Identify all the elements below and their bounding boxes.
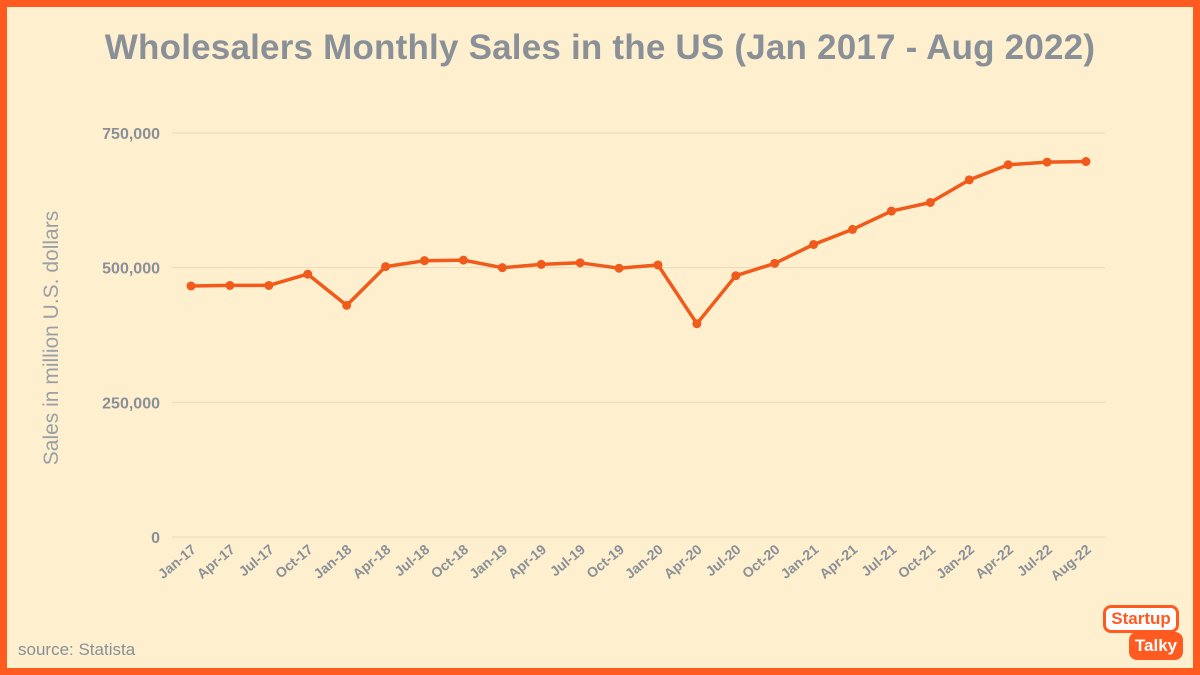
data-point bbox=[225, 280, 235, 290]
logo-word-startup: Startup bbox=[1103, 605, 1179, 633]
data-point bbox=[886, 206, 896, 216]
x-tick-label: Jan-22 bbox=[933, 541, 977, 582]
data-point bbox=[614, 263, 624, 273]
x-tick-label: Oct-21 bbox=[895, 541, 939, 581]
x-tick-label: Jul-21 bbox=[858, 541, 899, 579]
data-point bbox=[964, 175, 974, 185]
y-tick-label: 250,000 bbox=[102, 395, 160, 412]
x-tick-label: Jul-17 bbox=[235, 541, 276, 579]
data-point bbox=[342, 300, 352, 310]
logo-word-talky: Talky bbox=[1129, 632, 1183, 660]
y-tick-label: 750,000 bbox=[102, 126, 160, 143]
x-tick-label: Apr-21 bbox=[816, 541, 860, 582]
data-point bbox=[303, 269, 313, 279]
data-point bbox=[264, 280, 274, 290]
x-tick-label: Oct-20 bbox=[739, 541, 783, 581]
startuptalky-logo: Startup Talky bbox=[1103, 605, 1183, 661]
data-point bbox=[809, 240, 819, 250]
data-point bbox=[536, 259, 546, 269]
x-tick-label: Oct-18 bbox=[428, 541, 472, 581]
x-tick-label: Apr-18 bbox=[349, 541, 393, 582]
source-note: source: Statista bbox=[18, 640, 136, 659]
data-point bbox=[497, 263, 507, 273]
x-tick-label: Jul-18 bbox=[391, 541, 432, 579]
y-tick-label: 0 bbox=[151, 530, 160, 547]
data-point bbox=[731, 271, 741, 281]
x-tick-label: Jul-20 bbox=[702, 541, 743, 579]
x-tick-label: Jan-20 bbox=[622, 541, 666, 582]
data-point bbox=[458, 255, 468, 265]
x-tick-label: Jan-21 bbox=[777, 541, 821, 582]
data-point bbox=[770, 258, 780, 268]
data-point bbox=[186, 281, 196, 291]
x-tick-label: Oct-17 bbox=[272, 541, 316, 581]
y-tick-label: 500,000 bbox=[102, 261, 160, 278]
data-point bbox=[653, 260, 663, 270]
data-point bbox=[575, 258, 585, 268]
series-line bbox=[189, 159, 1088, 326]
x-tick-label: Aug-22 bbox=[1047, 541, 1094, 584]
x-tick-label: Apr-20 bbox=[661, 541, 705, 582]
data-point bbox=[1081, 157, 1091, 167]
x-tick-label: Oct-19 bbox=[583, 541, 627, 581]
chart-frame bbox=[7, 7, 1193, 668]
data-point bbox=[1003, 160, 1013, 170]
data-point bbox=[692, 319, 702, 329]
x-tick-label: Jan-18 bbox=[310, 541, 354, 582]
data-point bbox=[419, 256, 429, 266]
x-tick-label: Apr-17 bbox=[194, 541, 238, 582]
data-point bbox=[1042, 157, 1052, 167]
x-tick-label: Jul-19 bbox=[547, 541, 588, 579]
data-point bbox=[848, 224, 858, 234]
data-point bbox=[381, 262, 391, 272]
x-tick-label: Jan-19 bbox=[466, 541, 510, 582]
x-tick-label: Apr-22 bbox=[972, 541, 1016, 582]
x-tick-label: Jan-17 bbox=[155, 541, 199, 582]
chart-title: Wholesalers Monthly Sales in the US (Jan… bbox=[104, 28, 1096, 67]
x-tick-label: Apr-19 bbox=[505, 541, 549, 582]
data-point bbox=[925, 197, 935, 207]
